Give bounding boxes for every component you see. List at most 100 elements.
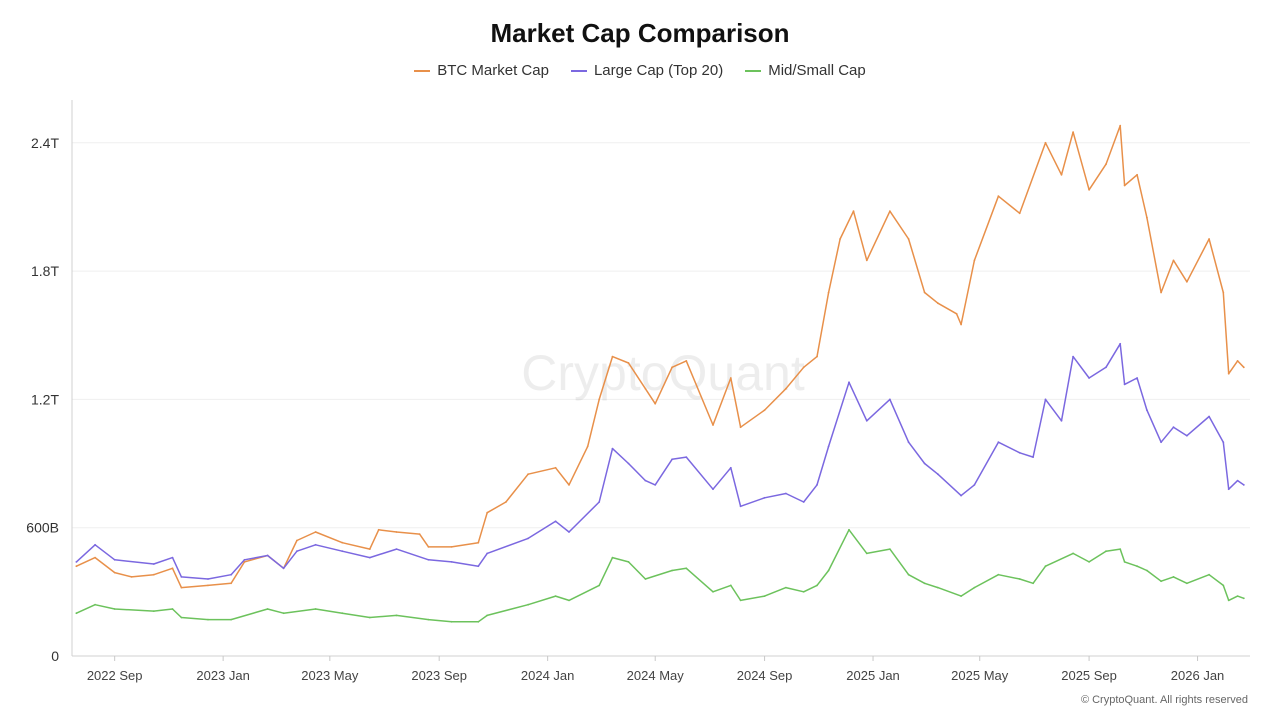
x-tick-label: 2023 Jan (196, 668, 250, 683)
data-point-mid-small-cap (1123, 561, 1126, 563)
data-point-large-cap-top-20 (889, 398, 891, 401)
data-point-mid-small-cap (1236, 595, 1239, 597)
data-point-btc-market-cap (554, 466, 557, 469)
data-point-btc-market-cap (527, 473, 529, 476)
data-point-large-cap-top-20 (368, 556, 371, 559)
data-point-mid-small-cap (395, 614, 398, 617)
data-point-mid-small-cap (1088, 561, 1090, 563)
x-tick-label: 2024 Sep (737, 668, 793, 683)
data-point-btc-market-cap (75, 565, 78, 568)
data-point-btc-market-cap (1123, 184, 1126, 187)
data-point-large-cap-top-20 (816, 484, 818, 486)
data-point-mid-small-cap (486, 614, 489, 617)
x-tick-label: 2025 May (951, 668, 1009, 683)
x-tick-label: 2025 Jan (846, 668, 900, 683)
data-point-mid-small-cap (816, 584, 818, 587)
data-point-large-cap-top-20 (627, 462, 630, 465)
data-point-btc-market-cap (712, 424, 714, 426)
data-point-large-cap-top-20 (1160, 441, 1162, 444)
data-point-large-cap-top-20 (1222, 441, 1225, 444)
data-point-btc-market-cap (671, 366, 673, 369)
data-point-large-cap-top-20 (296, 550, 298, 553)
data-point-mid-small-cap (923, 582, 926, 585)
data-point-btc-market-cap (685, 360, 688, 362)
data-point-large-cap-top-20 (712, 488, 714, 491)
data-point-large-cap-top-20 (113, 558, 116, 561)
data-point-large-cap-top-20 (314, 543, 317, 546)
data-point-btc-market-cap (1227, 372, 1230, 375)
data-point-mid-small-cap (1018, 578, 1021, 580)
data-point-btc-market-cap (644, 387, 647, 390)
data-point-mid-small-cap (598, 584, 601, 587)
data-point-mid-small-cap (739, 599, 742, 602)
data-point-large-cap-top-20 (1208, 415, 1210, 418)
data-point-mid-small-cap (1208, 573, 1210, 576)
data-point-large-cap-top-20 (1032, 456, 1034, 458)
data-point-btc-market-cap (960, 323, 962, 326)
data-point-large-cap-top-20 (486, 552, 489, 555)
data-point-large-cap-top-20 (907, 441, 910, 444)
data-point-btc-market-cap (113, 571, 116, 574)
data-point-btc-market-cap (368, 548, 371, 550)
data-point-btc-market-cap (1242, 366, 1245, 369)
x-tick-label: 2023 Sep (411, 668, 467, 683)
data-point-mid-small-cap (207, 618, 209, 621)
data-point-large-cap-top-20 (527, 537, 529, 540)
data-point-mid-small-cap (1242, 597, 1245, 600)
data-point-mid-small-cap (889, 548, 891, 550)
data-point-mid-small-cap (848, 528, 850, 531)
data-point-large-cap-top-20 (450, 561, 453, 563)
y-tick-label: 1.2T (31, 391, 59, 407)
legend-item-mid-small-cap[interactable]: Mid/Small Cap (745, 62, 866, 79)
data-point-large-cap-top-20 (644, 479, 647, 482)
data-point-btc-market-cap (180, 586, 183, 589)
data-point-mid-small-cap (152, 610, 155, 612)
data-point-btc-market-cap (1088, 188, 1090, 191)
data-point-mid-small-cap (554, 595, 557, 597)
data-point-large-cap-top-20 (171, 556, 174, 559)
data-point-btc-market-cap (785, 387, 787, 390)
data-point-large-cap-top-20 (1227, 488, 1230, 491)
legend-item-btc[interactable]: BTC Market Cap (414, 62, 549, 79)
data-point-large-cap-top-20 (1072, 355, 1074, 358)
series-line-large-cap-top-20 (75, 343, 1245, 580)
x-tick-label: 2022 Sep (87, 668, 143, 683)
legend-item-large-cap[interactable]: Large Cap (Top 20) (570, 62, 723, 79)
legend-swatch-mid-small-cap (745, 69, 762, 72)
data-point-btc-market-cap (839, 238, 841, 240)
data-point-mid-small-cap (1172, 576, 1175, 578)
data-point-btc-market-cap (923, 291, 926, 294)
data-point-large-cap-top-20 (1186, 434, 1188, 437)
data-point-btc-market-cap (314, 531, 317, 533)
data-point-large-cap-top-20 (1119, 342, 1122, 345)
data-point-btc-market-cap (207, 584, 209, 587)
data-point-mid-small-cap (527, 603, 529, 606)
y-tick-label: 0 (51, 648, 59, 664)
data-point-large-cap-top-20 (802, 501, 805, 503)
data-point-mid-small-cap (1119, 548, 1122, 550)
data-point-btc-market-cap (94, 556, 96, 559)
data-point-btc-market-cap (654, 402, 657, 405)
data-point-btc-market-cap (1072, 131, 1074, 134)
data-point-mid-small-cap (314, 608, 317, 610)
x-tick-label: 2025 Sep (1061, 668, 1117, 683)
data-point-large-cap-top-20 (1105, 366, 1107, 369)
data-point-btc-market-cap (568, 484, 570, 486)
data-point-btc-market-cap (997, 195, 1000, 198)
data-point-btc-market-cap (395, 531, 398, 533)
data-point-mid-small-cap (685, 567, 688, 570)
data-point-btc-market-cap (1160, 291, 1162, 294)
x-tick-label: 2023 May (301, 668, 359, 683)
data-point-btc-market-cap (937, 302, 939, 305)
data-point-large-cap-top-20 (671, 458, 673, 461)
data-point-large-cap-top-20 (1146, 409, 1148, 411)
data-point-large-cap-top-20 (230, 573, 233, 576)
data-point-btc-market-cap (827, 291, 830, 294)
data-point-large-cap-top-20 (427, 558, 430, 561)
x-tick-label: 2024 May (627, 668, 685, 683)
data-point-mid-small-cap (802, 590, 805, 593)
data-point-btc-market-cap (611, 355, 614, 358)
data-point-btc-market-cap (852, 210, 855, 213)
data-point-large-cap-top-20 (785, 492, 787, 495)
